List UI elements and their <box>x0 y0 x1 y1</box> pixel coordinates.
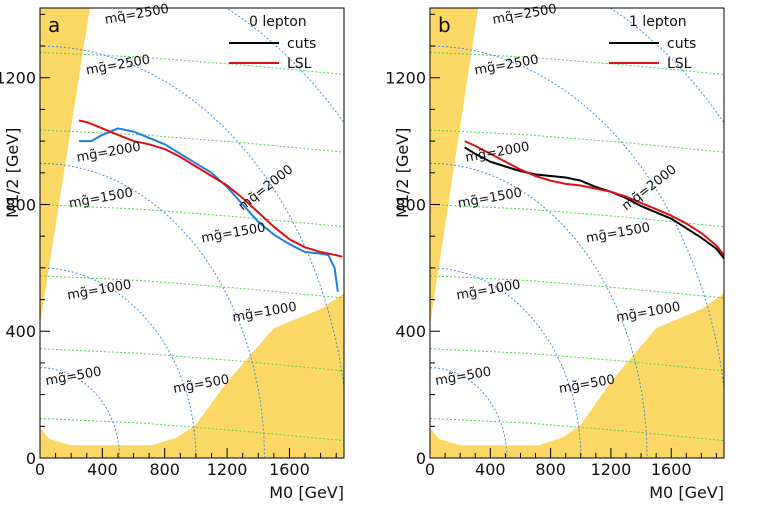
y-tick-label: 0 <box>26 449 36 468</box>
series-line-cuts <box>464 146 724 260</box>
legend-label-cuts: cuts <box>287 36 316 52</box>
squark-contour-line <box>40 367 120 458</box>
squark-contour-line <box>430 267 582 458</box>
excluded-region-left <box>430 8 479 458</box>
gluino-contour-line <box>40 51 344 75</box>
x-tick-label: 1600 <box>651 460 692 479</box>
gluino-contour-line <box>40 348 344 372</box>
plot-area <box>40 8 344 458</box>
x-tick-label: 800 <box>149 460 180 479</box>
gluino-label: mg̃=500 <box>44 364 102 389</box>
panel-letter: a <box>48 13 60 37</box>
squark-contour-line <box>430 367 508 458</box>
excluded-region-left <box>40 8 90 458</box>
legend-label-cuts: cuts <box>667 36 696 52</box>
gluino-contour-line <box>430 129 724 153</box>
x-axis-label: M0 [GeV] <box>649 483 724 502</box>
x-tick-label: 1200 <box>207 460 248 479</box>
gluino-label: mg̃=1500 <box>585 220 652 246</box>
gluino-label: mg̃=1000 <box>66 277 133 303</box>
panel-letter: b <box>438 13 451 37</box>
squark-contour-line <box>430 45 724 392</box>
x-tick-label: 400 <box>475 460 506 479</box>
legend-label-lsl: LSL <box>667 56 692 72</box>
gluino-label: mg̃=500 <box>434 364 492 389</box>
gluino-contour-line <box>40 275 344 299</box>
squark-contour-line <box>40 162 265 458</box>
y-tick-label: 800 <box>395 195 426 214</box>
y-tick-label: 0 <box>416 449 426 468</box>
panel-a: mq̃=2500mg̃=2500mg̃=2000mg̃=1500mg̃=1500… <box>0 2 345 502</box>
squark-contour-line <box>609 8 724 124</box>
squark-label: mq̃=2500 <box>491 2 558 28</box>
gluino-contour-line <box>40 417 344 442</box>
gluino-contour-line <box>430 348 724 372</box>
y-tick-label: 1200 <box>385 69 426 88</box>
gluino-label: mg̃=1000 <box>231 300 298 326</box>
y-tick-label: 800 <box>5 195 36 214</box>
gluino-contour-line <box>40 129 344 153</box>
x-tick-label: 0 <box>425 460 435 479</box>
y-tick-label: 400 <box>5 322 36 341</box>
x-tick-label: 400 <box>87 460 118 479</box>
y-tick-label: 1200 <box>0 69 36 88</box>
excluded-region-bottom <box>40 293 344 458</box>
squark-contour-line <box>430 162 648 458</box>
squark-contour-line <box>40 45 344 391</box>
x-tick-label: 800 <box>535 460 566 479</box>
gluino-label: mg̃=1000 <box>455 277 522 303</box>
legend-label-lsl: LSL <box>287 56 312 72</box>
squark-label: mq̃=2500 <box>104 2 171 28</box>
plot-frame <box>429 7 725 459</box>
squark-contour-line <box>225 8 344 124</box>
squark-label: mq̃=2000 <box>236 162 296 214</box>
plot-area <box>430 8 724 458</box>
series-line-lsl <box>464 140 724 256</box>
excluded-region-bottom <box>430 293 724 458</box>
x-tick-label: 1600 <box>269 460 310 479</box>
y-tick-label: 400 <box>395 322 426 341</box>
x-axis-label: M0 [GeV] <box>269 483 344 502</box>
gluino-label: mg̃=2500 <box>85 52 152 78</box>
legend-title: 0 lepton <box>249 14 307 30</box>
gluino-contour-line <box>430 417 724 442</box>
gluino-label: mg̃=2000 <box>76 140 143 166</box>
x-tick-label: 0 <box>35 460 45 479</box>
y-axis-label: M1/2 [GeV] <box>3 128 22 218</box>
y-axis-label: M1/2 [GeV] <box>393 128 412 218</box>
plot-frame <box>39 7 345 459</box>
squark-contour-line <box>40 267 197 458</box>
x-tick-label: 1200 <box>591 460 632 479</box>
gluino-contour-line <box>430 51 724 75</box>
gluino-label: mg̃=2000 <box>464 140 531 166</box>
series-line-lsl <box>78 119 343 258</box>
panel-b: mq̃=2500mg̃=2500mg̃=2000mg̃=1500mg̃=1500… <box>385 2 725 502</box>
gluino-contour-line <box>430 275 724 299</box>
gluino-label: mg̃=1500 <box>200 220 267 246</box>
legend-title: 1 lepton <box>629 14 687 30</box>
